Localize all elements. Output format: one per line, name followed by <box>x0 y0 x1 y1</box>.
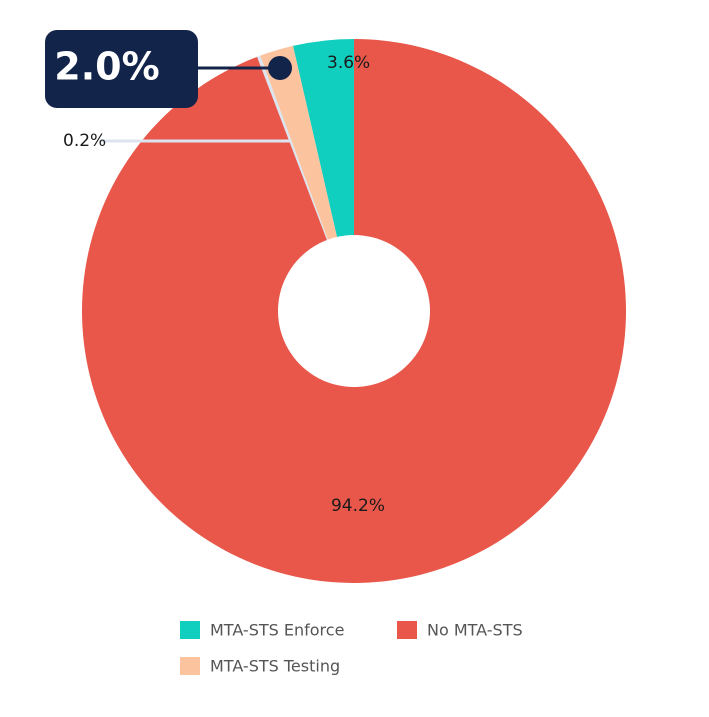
tooltip-label: 2.0% <box>54 45 159 89</box>
legend-label: No MTA-STS <box>427 621 523 640</box>
legend-swatch <box>397 621 417 639</box>
data-label: 3.6% <box>327 53 370 73</box>
tooltip-dot <box>268 56 292 80</box>
donut-slice <box>257 55 328 240</box>
legend-swatch <box>180 621 200 639</box>
legend-label: MTA-STS Testing <box>210 657 340 676</box>
data-label: 94.2% <box>331 496 385 516</box>
legend-swatch <box>180 657 200 675</box>
donut-slice <box>260 45 337 240</box>
donut-slice <box>292 39 354 237</box>
legend-label: MTA-STS Enforce <box>210 621 344 640</box>
data-label: 0.2% <box>63 131 106 151</box>
donut-slice <box>81 39 627 583</box>
tooltip <box>45 30 198 108</box>
